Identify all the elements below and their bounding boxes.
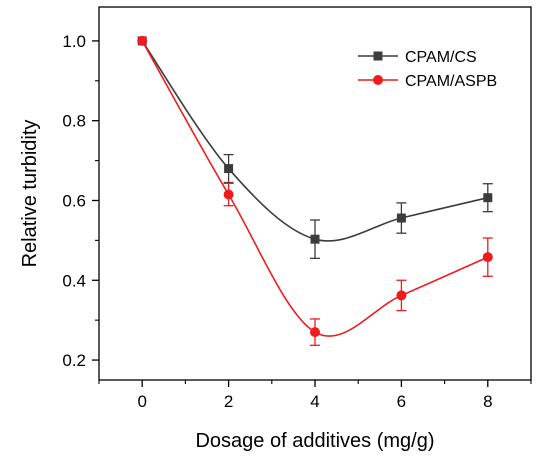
legend-label: CPAM/ASPB [405, 73, 497, 90]
data-point [483, 193, 493, 203]
x-tick-label: 6 [397, 392, 406, 411]
x-tick-label: 2 [224, 392, 233, 411]
series-line [141, 40, 489, 337]
series-layer [137, 35, 493, 346]
data-point [310, 327, 320, 338]
x-tick-label: 4 [310, 392, 319, 411]
legend-label: CPAM/CS [405, 49, 477, 66]
data-point [396, 213, 406, 223]
legend-marker [373, 51, 383, 61]
data-point [482, 252, 493, 263]
data-point [137, 35, 148, 46]
x-axis-title: Dosage of additives (mg/g) [195, 430, 434, 452]
x-tick-label: 8 [483, 392, 492, 411]
x-tick-label: 0 [137, 392, 146, 411]
data-point [310, 234, 320, 244]
y-tick-label: 0.2 [62, 351, 86, 370]
data-point [223, 189, 234, 200]
y-tick-label: 0.8 [62, 112, 86, 131]
axes: 0 2 4 6 8 0.2 0.4 0.6 0.8 1.0 [62, 32, 532, 411]
series-line [141, 40, 488, 242]
legend: CPAM/CS CPAM/ASPB [358, 49, 497, 90]
y-axis-title: Relative turbidity [19, 120, 41, 268]
data-point [396, 290, 407, 301]
series-cpam-aspb [137, 35, 493, 346]
legend-marker [373, 75, 383, 85]
y-tick-label: 0.6 [62, 191, 86, 210]
y-tick-label: 0.4 [62, 271, 86, 290]
y-tick-label: 1.0 [62, 32, 86, 51]
data-point [224, 164, 234, 174]
